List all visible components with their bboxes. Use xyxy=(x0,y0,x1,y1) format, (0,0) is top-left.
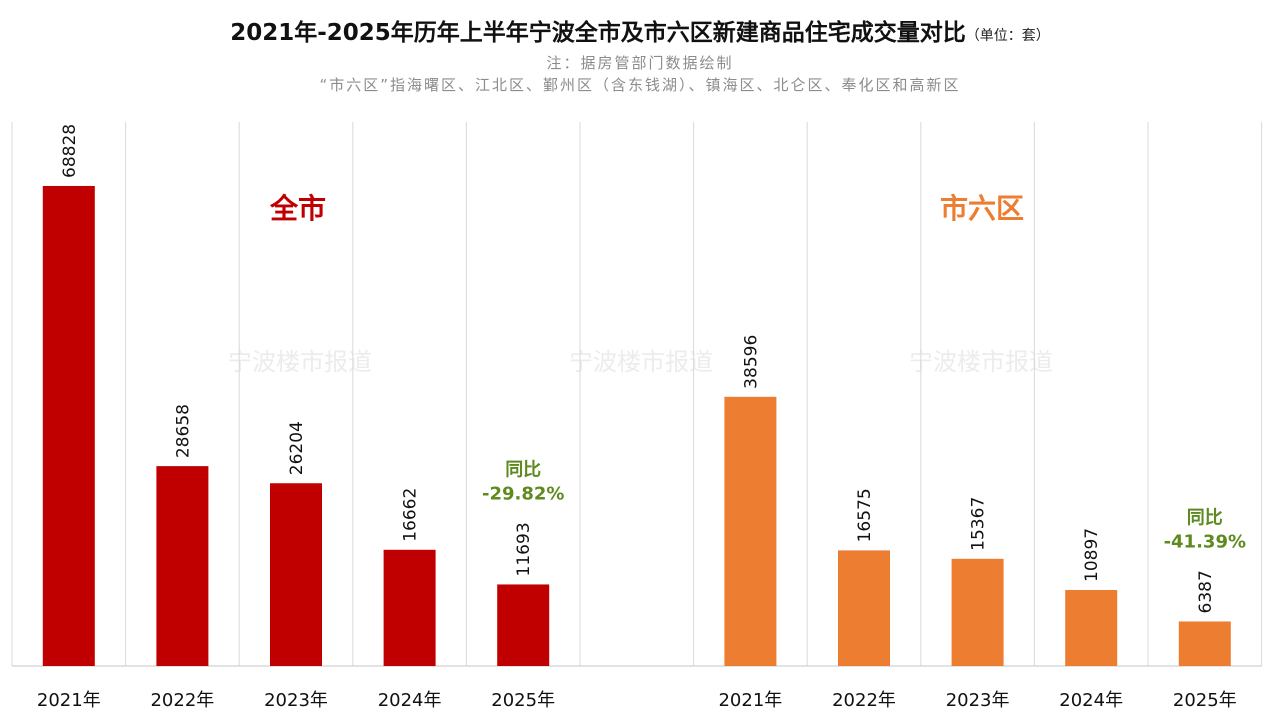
yoy-value: -29.82% xyxy=(482,483,564,504)
gridlines xyxy=(11,122,1263,667)
value-label: 28658 xyxy=(173,404,193,458)
bar xyxy=(383,549,436,666)
bar xyxy=(1065,590,1118,666)
group-label: 全市 xyxy=(269,192,326,225)
bars-layer xyxy=(42,185,1231,667)
bar xyxy=(1178,621,1231,666)
value-label: 16575 xyxy=(855,488,875,542)
district-definition-note: “市六区”指海曙区、江北区、鄞州区（含东钱湖）、镇海区、北仑区、奉化区和高新区 xyxy=(319,76,961,94)
yoy-label: 同比 xyxy=(505,459,541,480)
x-tick-label: 2022年 xyxy=(832,690,896,711)
x-tick-label: 2023年 xyxy=(264,690,328,711)
watermark-layer: 宁波楼市报道 宁波楼市报道 宁波楼市报道 xyxy=(228,348,1053,376)
x-tick-label: 2021年 xyxy=(718,690,782,711)
labels-layer: 68828 2021年 28658 2022年 26204 2023年 16662 2024年… xyxy=(37,124,1246,711)
yoy-value: -41.39% xyxy=(1164,531,1246,552)
bar xyxy=(838,550,890,666)
watermark-text: 宁波楼市报道 xyxy=(228,348,372,376)
x-tick-label: 2025年 xyxy=(491,690,555,711)
chart-title: 2021年-2025年历年上半年宁波全市及市六区新建商品住宅成交量对比 xyxy=(230,20,966,46)
yoy-label: 同比 xyxy=(1187,507,1223,528)
bar xyxy=(42,185,95,667)
value-label: 11693 xyxy=(514,522,534,576)
value-label: 6387 xyxy=(1196,570,1216,613)
bar xyxy=(497,584,550,666)
value-label: 68828 xyxy=(60,124,80,178)
group-label: 市六区 xyxy=(940,192,1024,225)
title-block: 2021年-2025年历年上半年宁波全市及市六区新建商品住宅成交量对比（单位：套… xyxy=(0,0,1280,96)
bar xyxy=(724,396,777,666)
x-tick-label: 2024年 xyxy=(1059,690,1123,711)
value-label: 38596 xyxy=(741,335,761,389)
title-line: 2021年-2025年历年上半年宁波全市及市六区新建商品住宅成交量对比（单位：套… xyxy=(0,17,1280,52)
watermark-text: 宁波楼市报道 xyxy=(909,348,1053,376)
bar xyxy=(270,483,322,666)
x-tick-label: 2023年 xyxy=(946,690,1010,711)
x-tick-label: 2024年 xyxy=(378,690,442,711)
x-tick-label: 2022年 xyxy=(150,690,214,711)
value-label: 16662 xyxy=(401,488,421,542)
unit-label: （单位：套） xyxy=(965,28,1050,44)
value-label: 26204 xyxy=(287,421,307,475)
bar xyxy=(951,558,1004,666)
value-label: 15367 xyxy=(969,497,989,551)
bar xyxy=(156,466,209,666)
x-tick-label: 2021年 xyxy=(37,690,101,711)
x-tick-label: 2025年 xyxy=(1173,690,1237,711)
value-label: 10897 xyxy=(1082,528,1102,582)
watermark-text: 宁波楼市报道 xyxy=(569,348,713,376)
source-note: 注：据房管部门数据绘制 xyxy=(546,54,734,72)
